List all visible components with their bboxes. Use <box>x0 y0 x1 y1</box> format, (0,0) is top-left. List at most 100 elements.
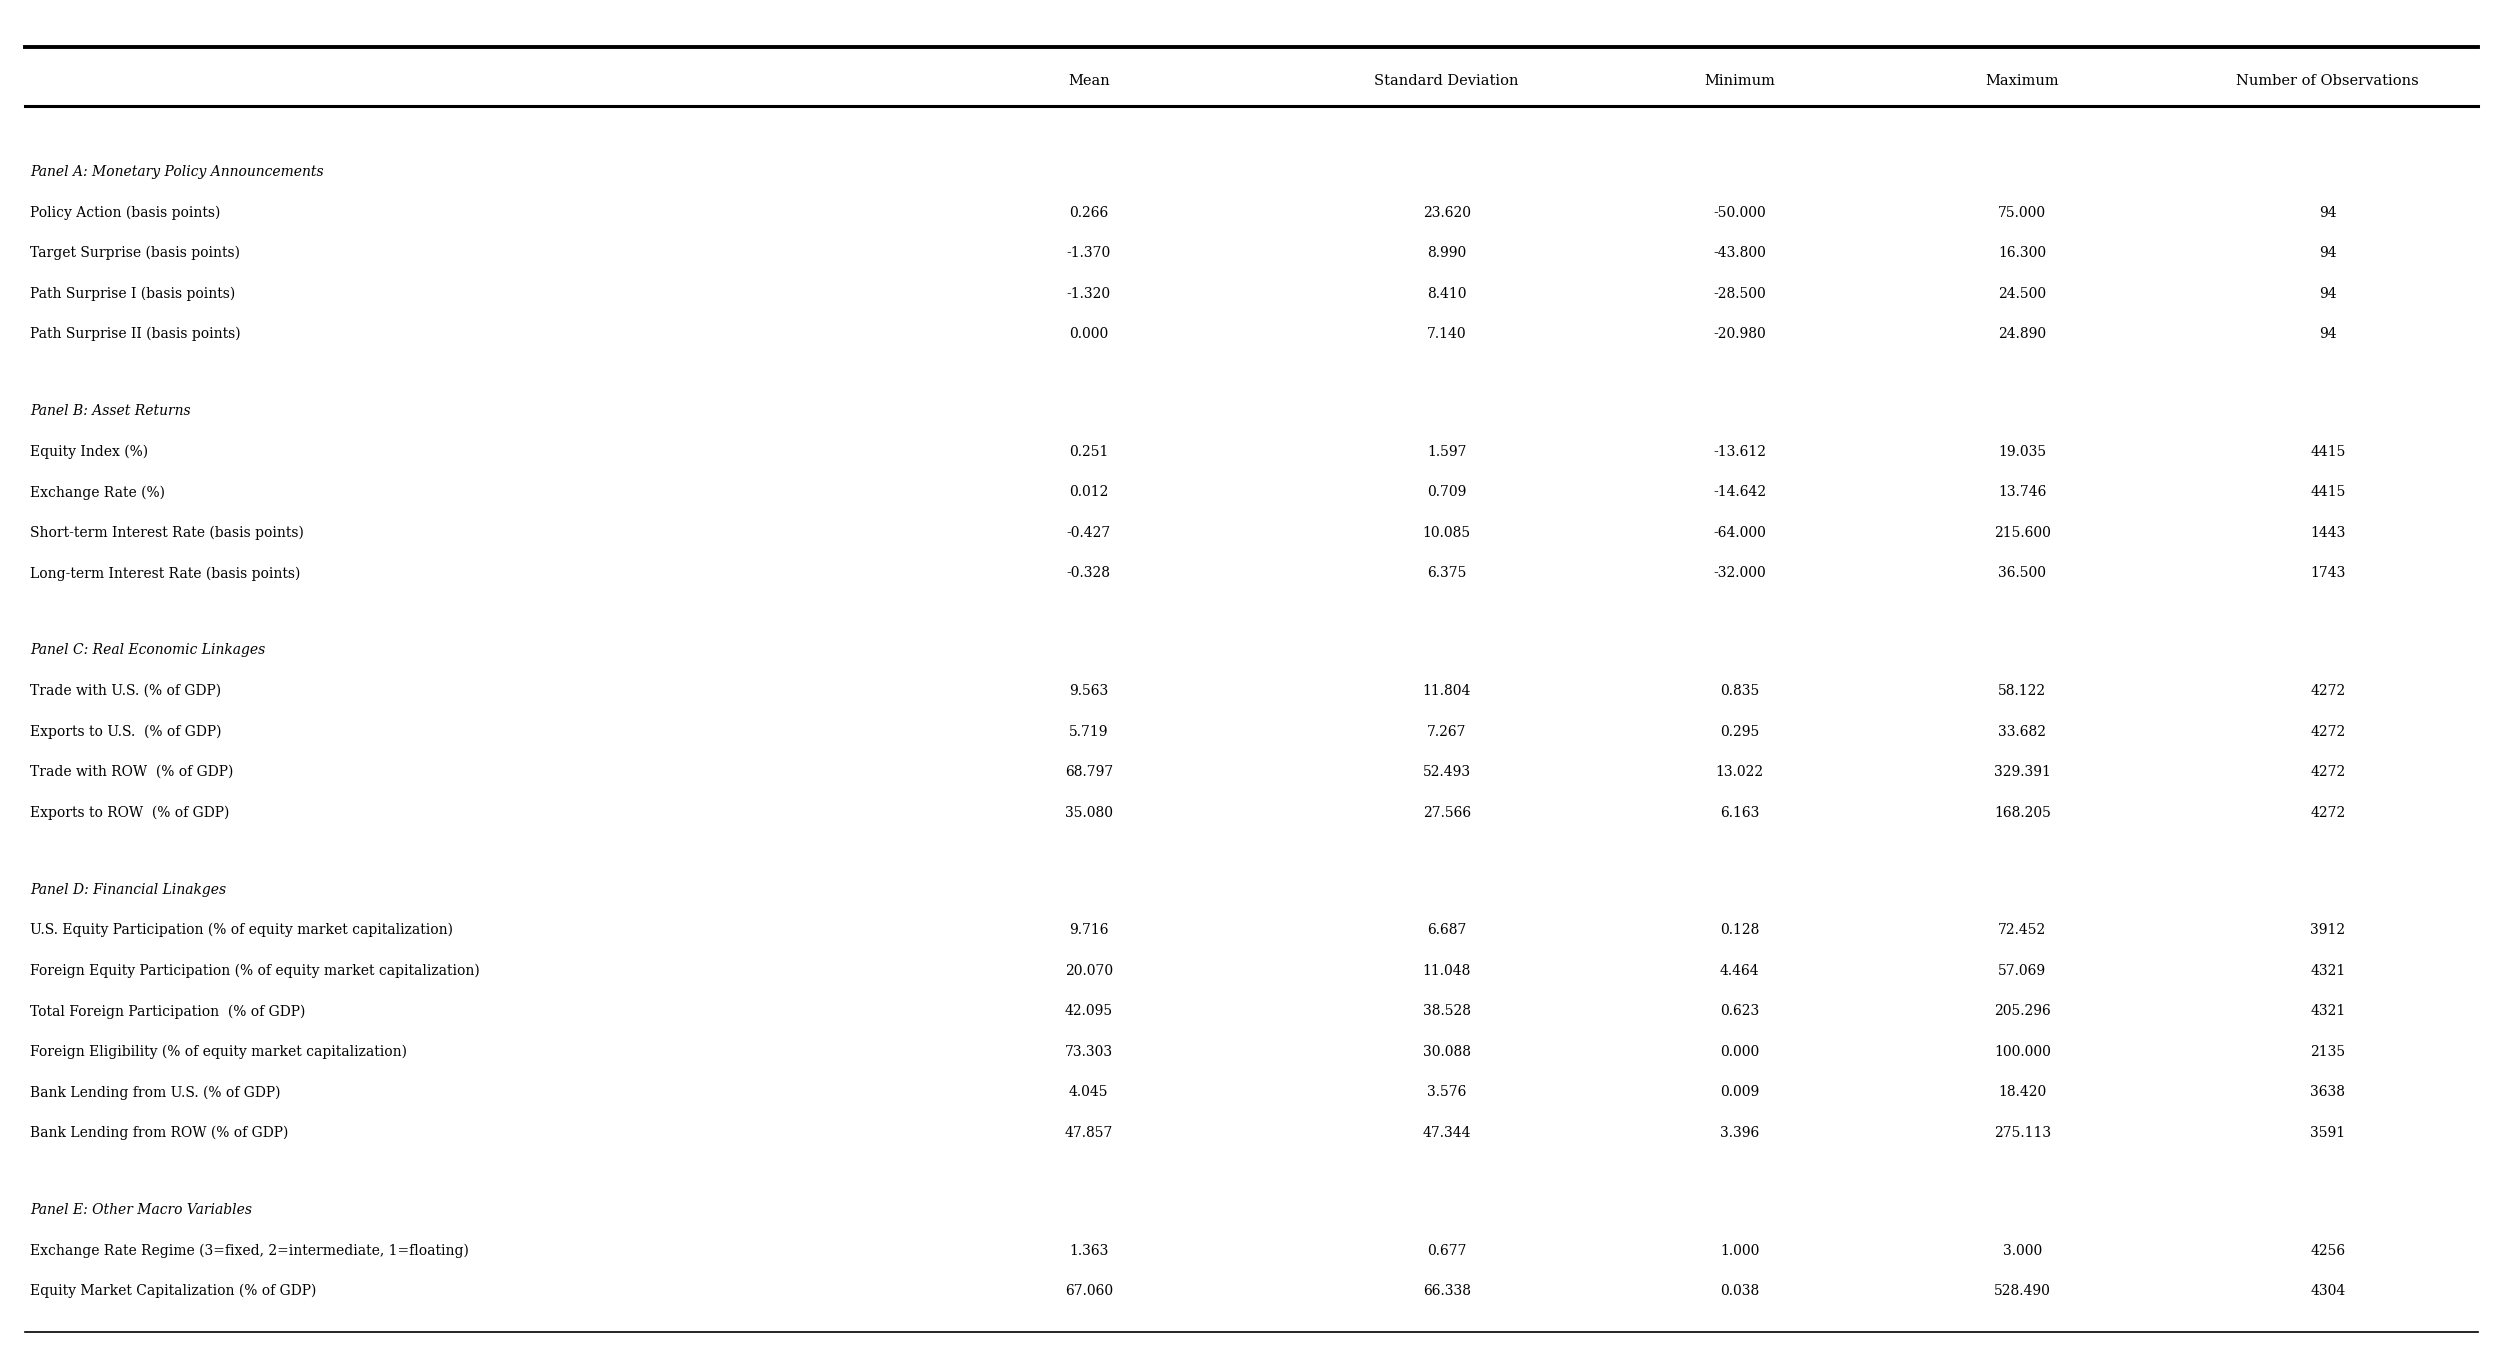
Text: Exchange Rate Regime (3=fixed, 2=intermediate, 1=floating): Exchange Rate Regime (3=fixed, 2=interme… <box>30 1243 468 1258</box>
Text: 20.070: 20.070 <box>1064 964 1114 978</box>
Text: 215.600: 215.600 <box>1995 526 2050 540</box>
Text: Trade with ROW  (% of GDP): Trade with ROW (% of GDP) <box>30 765 233 780</box>
Text: 4415: 4415 <box>2310 485 2345 499</box>
Text: 0.000: 0.000 <box>1720 1045 1760 1059</box>
Text: 8.410: 8.410 <box>1427 286 1467 301</box>
Text: Panel A: Monetary Policy Announcements: Panel A: Monetary Policy Announcements <box>30 165 323 179</box>
Text: 0.012: 0.012 <box>1069 485 1109 499</box>
Text: 1.000: 1.000 <box>1720 1243 1760 1257</box>
Text: Exchange Rate (%): Exchange Rate (%) <box>30 485 165 499</box>
Text: 58.122: 58.122 <box>1997 683 2047 698</box>
Text: 0.677: 0.677 <box>1427 1243 1467 1257</box>
Text: 7.140: 7.140 <box>1427 327 1467 342</box>
Text: Panel C: Real Economic Linkages: Panel C: Real Economic Linkages <box>30 644 265 658</box>
Text: -1.320: -1.320 <box>1066 286 1111 301</box>
Text: 0.000: 0.000 <box>1069 327 1109 342</box>
Text: 2135: 2135 <box>2310 1045 2345 1059</box>
Text: 10.085: 10.085 <box>1422 526 1472 540</box>
Text: 57.069: 57.069 <box>1997 964 2047 978</box>
Text: 33.682: 33.682 <box>1997 724 2047 739</box>
Text: 4272: 4272 <box>2310 805 2345 819</box>
Text: Trade with U.S. (% of GDP): Trade with U.S. (% of GDP) <box>30 683 220 698</box>
Text: Exports to U.S.  (% of GDP): Exports to U.S. (% of GDP) <box>30 724 223 739</box>
Text: 0.266: 0.266 <box>1069 206 1109 220</box>
Text: Bank Lending from U.S. (% of GDP): Bank Lending from U.S. (% of GDP) <box>30 1085 280 1100</box>
Text: -64.000: -64.000 <box>1712 526 1767 540</box>
Text: 4272: 4272 <box>2310 683 2345 698</box>
Text: Panel D: Financial Linakges: Panel D: Financial Linakges <box>30 883 225 896</box>
Text: -0.427: -0.427 <box>1066 526 1111 540</box>
Text: Total Foreign Participation  (% of GDP): Total Foreign Participation (% of GDP) <box>30 1003 305 1018</box>
Text: Long-term Interest Rate (basis points): Long-term Interest Rate (basis points) <box>30 567 300 580</box>
Text: 75.000: 75.000 <box>1997 206 2047 220</box>
Text: 275.113: 275.113 <box>1995 1125 2050 1140</box>
Text: 205.296: 205.296 <box>1995 1005 2050 1018</box>
Text: 24.890: 24.890 <box>1997 327 2047 342</box>
Text: 94: 94 <box>2318 247 2338 260</box>
Text: 47.857: 47.857 <box>1064 1125 1114 1140</box>
Text: Bank Lending from ROW (% of GDP): Bank Lending from ROW (% of GDP) <box>30 1125 288 1140</box>
Text: 168.205: 168.205 <box>1995 805 2050 819</box>
Text: 47.344: 47.344 <box>1422 1125 1472 1140</box>
Text: 23.620: 23.620 <box>1422 206 1472 220</box>
Text: Short-term Interest Rate (basis points): Short-term Interest Rate (basis points) <box>30 526 303 540</box>
Text: Foreign Equity Participation (% of equity market capitalization): Foreign Equity Participation (% of equit… <box>30 964 481 978</box>
Text: 94: 94 <box>2318 206 2338 220</box>
Text: Number of Observations: Number of Observations <box>2235 75 2420 88</box>
Text: U.S. Equity Participation (% of equity market capitalization): U.S. Equity Participation (% of equity m… <box>30 923 453 937</box>
Text: 3.000: 3.000 <box>2002 1243 2042 1257</box>
Text: 1443: 1443 <box>2310 526 2345 540</box>
Text: 0.835: 0.835 <box>1720 683 1760 698</box>
Text: 30.088: 30.088 <box>1422 1045 1472 1059</box>
Text: 52.493: 52.493 <box>1422 765 1472 780</box>
Text: 4.045: 4.045 <box>1069 1085 1109 1100</box>
Text: 329.391: 329.391 <box>1995 765 2050 780</box>
Text: Maximum: Maximum <box>1985 75 2060 88</box>
Text: 11.804: 11.804 <box>1422 683 1472 698</box>
Text: 36.500: 36.500 <box>1997 567 2047 580</box>
Text: 24.500: 24.500 <box>1997 286 2047 301</box>
Text: 4321: 4321 <box>2310 1005 2345 1018</box>
Text: 1.363: 1.363 <box>1069 1243 1109 1257</box>
Text: 0.623: 0.623 <box>1720 1005 1760 1018</box>
Text: 5.719: 5.719 <box>1069 724 1109 739</box>
Text: -13.612: -13.612 <box>1712 445 1767 458</box>
Text: Minimum: Minimum <box>1705 75 1775 88</box>
Text: 13.022: 13.022 <box>1715 765 1765 780</box>
Text: 73.303: 73.303 <box>1064 1045 1114 1059</box>
Text: 72.452: 72.452 <box>1997 923 2047 937</box>
Text: -32.000: -32.000 <box>1712 567 1767 580</box>
Text: 11.048: 11.048 <box>1422 964 1472 978</box>
Text: -20.980: -20.980 <box>1712 327 1767 342</box>
Text: -0.328: -0.328 <box>1066 567 1111 580</box>
Text: 528.490: 528.490 <box>1995 1284 2050 1298</box>
Text: 6.163: 6.163 <box>1720 805 1760 819</box>
Text: 66.338: 66.338 <box>1422 1284 1472 1298</box>
Text: 18.420: 18.420 <box>1997 1085 2047 1100</box>
Text: 42.095: 42.095 <box>1064 1005 1114 1018</box>
Text: Panel B: Asset Returns: Panel B: Asset Returns <box>30 404 190 418</box>
Text: Path Surprise I (basis points): Path Surprise I (basis points) <box>30 286 235 301</box>
Text: 68.797: 68.797 <box>1064 765 1114 780</box>
Text: 6.687: 6.687 <box>1427 923 1467 937</box>
Text: 1.597: 1.597 <box>1427 445 1467 458</box>
Text: Path Surprise II (basis points): Path Surprise II (basis points) <box>30 327 240 342</box>
Text: 4.464: 4.464 <box>1720 964 1760 978</box>
Text: 0.709: 0.709 <box>1427 485 1467 499</box>
Text: 7.267: 7.267 <box>1427 724 1467 739</box>
Text: 0.128: 0.128 <box>1720 923 1760 937</box>
Text: Standard Deviation: Standard Deviation <box>1374 75 1519 88</box>
Text: -43.800: -43.800 <box>1712 247 1767 260</box>
Text: 1743: 1743 <box>2310 567 2345 580</box>
Text: 9.563: 9.563 <box>1069 683 1109 698</box>
Text: Exports to ROW  (% of GDP): Exports to ROW (% of GDP) <box>30 805 230 820</box>
Text: 6.375: 6.375 <box>1427 567 1467 580</box>
Text: 4256: 4256 <box>2310 1243 2345 1257</box>
Text: -50.000: -50.000 <box>1712 206 1767 220</box>
Text: 19.035: 19.035 <box>1997 445 2047 458</box>
Text: 100.000: 100.000 <box>1995 1045 2050 1059</box>
Text: 3638: 3638 <box>2310 1085 2345 1100</box>
Text: 13.746: 13.746 <box>1997 485 2047 499</box>
Text: 27.566: 27.566 <box>1422 805 1472 819</box>
Text: Mean: Mean <box>1069 75 1109 88</box>
